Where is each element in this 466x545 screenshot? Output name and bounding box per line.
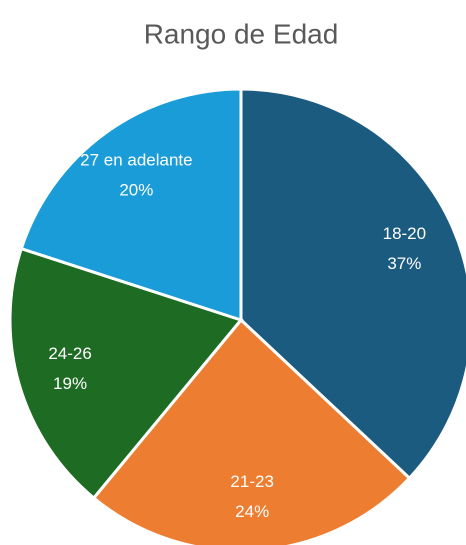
slice-value-label: 19% bbox=[53, 374, 87, 393]
slice-category-label: 27 en adelante bbox=[80, 150, 193, 169]
slice-category-label: 24-26 bbox=[48, 344, 91, 363]
pie-slice bbox=[19, 87, 243, 323]
slice-category-label: 18-20 bbox=[383, 224, 426, 243]
slice-category-label: 21-23 bbox=[230, 472, 273, 491]
slice-value-label: 20% bbox=[119, 180, 153, 199]
slice-value-label: 37% bbox=[387, 254, 421, 273]
slice-value-label: 24% bbox=[235, 502, 269, 521]
pie-slice bbox=[239, 87, 466, 481]
pie-slice bbox=[8, 246, 244, 501]
pie-slice bbox=[91, 317, 412, 545]
chart-title: Rango de Edad bbox=[144, 18, 339, 49]
